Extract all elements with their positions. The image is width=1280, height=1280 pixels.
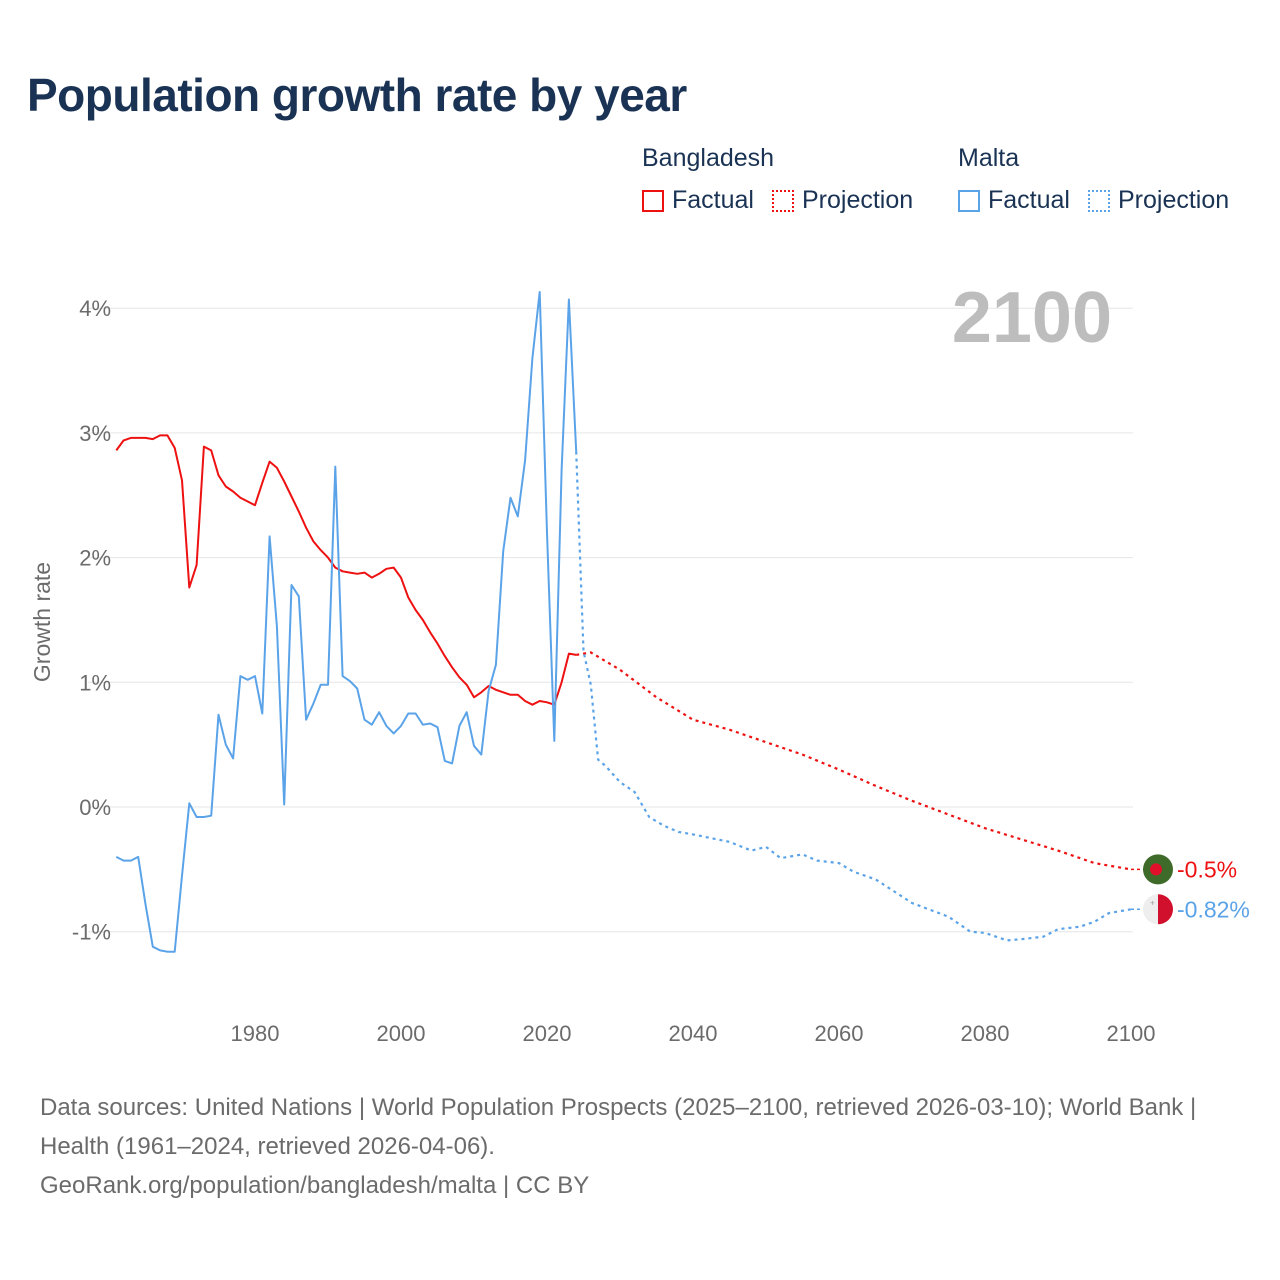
legend-swatch-solid (958, 189, 980, 212)
legend-label: Projection (801, 186, 914, 214)
y-tick-label: 1% (79, 670, 111, 695)
y-tick-label: 0% (79, 795, 111, 820)
malta-factual-line (115, 291, 578, 953)
y-tick-label: 2% (79, 546, 111, 571)
x-tick-label: 2040 (669, 1021, 718, 1046)
x-tick-label: 2060 (815, 1021, 864, 1046)
current-year-label: 2100 (952, 278, 1112, 358)
y-tick-label: 4% (79, 296, 111, 321)
credit-link[interactable]: GeoRank.org/population/bangladesh/malta … (40, 1172, 590, 1199)
bangladesh-end-value-label: -0.5% (1177, 856, 1237, 882)
x-tick-label: 2100 (1107, 1021, 1156, 1046)
legend-bangladesh: Bangladesh Factual Projection (642, 144, 931, 215)
legend-swatch-dotted (1087, 189, 1110, 212)
footer: Data sources: United Nations | World Pop… (40, 1088, 1240, 1205)
legend-group-name: Malta (958, 144, 1020, 172)
legend-label: Factual (672, 186, 754, 214)
legend-item-malta-projection[interactable]: Projection (1087, 186, 1230, 215)
bangladesh-flag-icon (1143, 854, 1173, 885)
x-tick-label: 2080 (961, 1021, 1010, 1046)
legend-swatch-dotted (771, 189, 794, 212)
legend-swatch-solid (642, 189, 664, 212)
malta-end-value-label: -0.82% (1177, 896, 1250, 922)
y-axis-label: Growth rate (29, 562, 55, 682)
legend-label: Factual (988, 186, 1070, 214)
y-tick-label: 3% (79, 421, 111, 446)
bangladesh-factual-line (115, 434, 577, 706)
malta-flag-icon: + (1143, 894, 1174, 925)
legend-group-name: Bangladesh (642, 144, 775, 172)
legend-label: Projection (1117, 186, 1230, 214)
bangladesh-projection-line (576, 651, 1132, 871)
y-tick-label: -1% (72, 920, 111, 945)
legend-item-malta-factual[interactable]: Factual (958, 186, 1070, 215)
x-tick-label: 2020 (523, 1021, 572, 1046)
legend-malta: Malta Factual Projection (958, 144, 1247, 215)
svg-text:+: + (1150, 898, 1155, 907)
legend-item-bangladesh-projection[interactable]: Projection (771, 186, 914, 215)
x-tick-label: 2000 (377, 1021, 426, 1046)
malta-projection-line (575, 451, 1132, 942)
legend-item-bangladesh-factual[interactable]: Factual (642, 186, 754, 215)
chart-title: Population growth rate by year (27, 69, 687, 121)
x-tick-label: 1980 (231, 1021, 280, 1046)
data-sources: Data sources: United Nations | World Pop… (40, 1094, 1197, 1160)
